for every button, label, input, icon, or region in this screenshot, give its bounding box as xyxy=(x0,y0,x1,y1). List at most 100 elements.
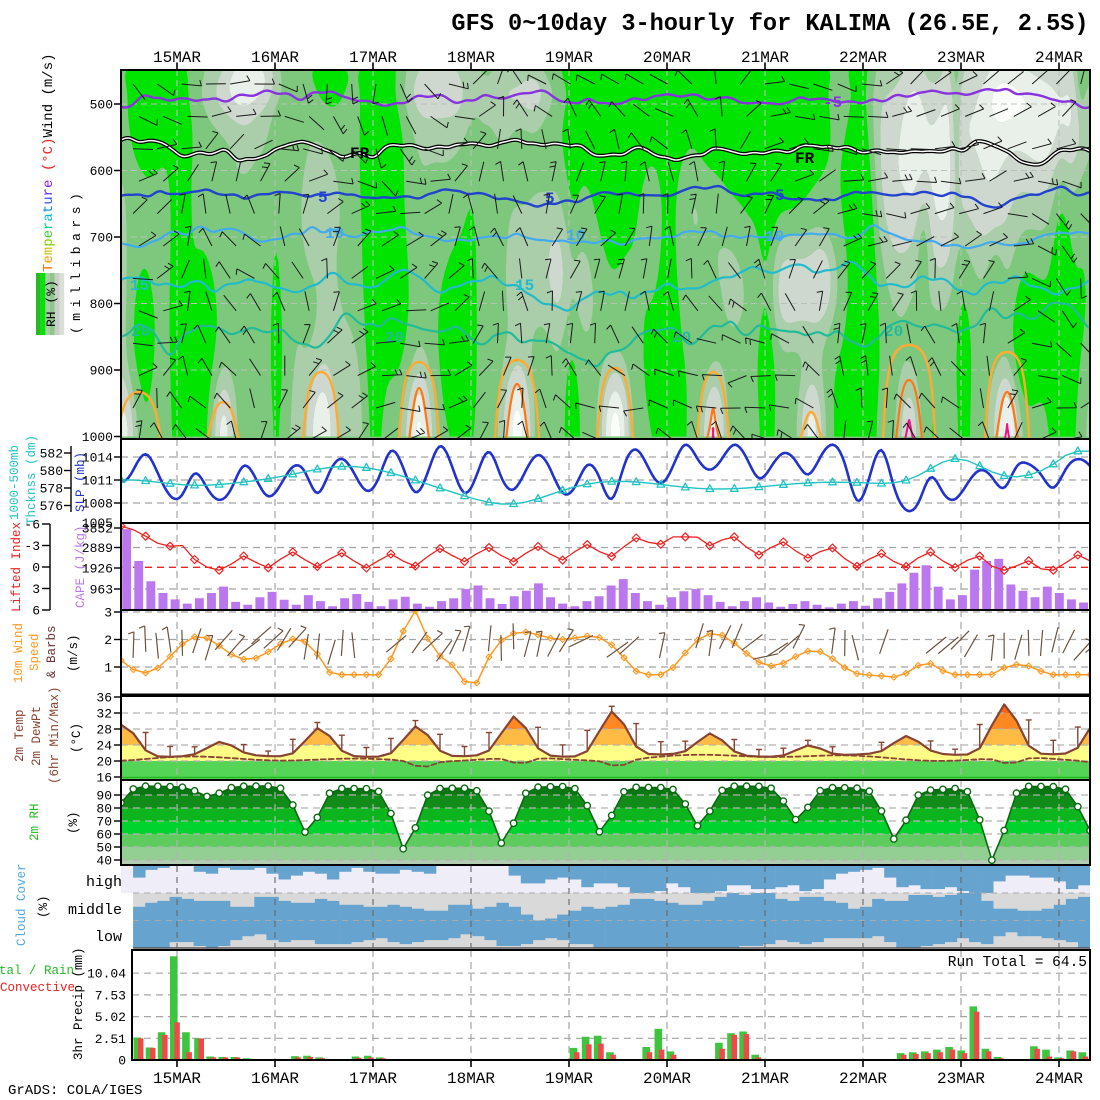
svg-text:Lifted Index: Lifted Index xyxy=(10,522,24,612)
svg-text:Temperature (°C)Wind (m/s): Temperature (°C)Wind (m/s) xyxy=(41,54,57,273)
svg-text:SLP (mb): SLP (mb) xyxy=(74,452,88,512)
svg-text:15MAR: 15MAR xyxy=(153,49,201,67)
svg-text:GrADS: COLA/IGES: GrADS: COLA/IGES xyxy=(8,1083,142,1099)
svg-text:3hr Precip (mm): 3hr Precip (mm) xyxy=(72,947,86,1060)
svg-text:20MAR: 20MAR xyxy=(643,49,691,67)
svg-text:Total / Rain: Total / Rain xyxy=(0,964,74,978)
svg-text:GFS 0~10day 3-hourly for KALIM: GFS 0~10day 3-hourly for KALIMA (26.5E, … xyxy=(451,11,1088,38)
svg-text:28: 28 xyxy=(96,723,112,738)
svg-text:2889: 2889 xyxy=(82,541,113,556)
svg-text:22MAR: 22MAR xyxy=(839,1070,887,1088)
svg-text:24: 24 xyxy=(96,739,112,754)
svg-text:(6hr Min/Max): (6hr Min/Max) xyxy=(48,686,62,784)
svg-text:middle: middle xyxy=(68,902,122,919)
svg-text:18MAR: 18MAR xyxy=(447,49,495,67)
svg-text:1008: 1008 xyxy=(82,497,113,512)
svg-text:-6: -6 xyxy=(24,518,40,533)
svg-text:0: 0 xyxy=(32,561,40,576)
svg-text:22MAR: 22MAR xyxy=(839,49,887,67)
svg-text:23MAR: 23MAR xyxy=(937,49,985,67)
svg-text:16MAR: 16MAR xyxy=(251,1070,299,1088)
svg-text:600: 600 xyxy=(90,164,113,179)
svg-text:5: 5 xyxy=(775,187,785,205)
svg-text:20: 20 xyxy=(884,323,903,341)
svg-text:7.53: 7.53 xyxy=(95,988,126,1003)
svg-text:1014: 1014 xyxy=(82,451,113,466)
svg-text:15: 15 xyxy=(130,277,149,295)
svg-text:0: 0 xyxy=(118,1054,126,1069)
svg-text:high: high xyxy=(86,874,122,891)
svg-text:CAPE (J/kg): CAPE (J/kg) xyxy=(74,525,88,608)
svg-text:16MAR: 16MAR xyxy=(251,49,299,67)
svg-text:2m RH: 2m RH xyxy=(28,803,42,841)
svg-text:15: 15 xyxy=(515,277,534,295)
svg-text:21MAR: 21MAR xyxy=(741,49,789,67)
svg-text:700: 700 xyxy=(90,231,113,246)
svg-text:3: 3 xyxy=(32,582,40,597)
svg-text:1000-500mb: 1000-500mb xyxy=(8,445,22,520)
svg-text:20MAR: 20MAR xyxy=(643,1070,691,1088)
svg-text:20: 20 xyxy=(672,329,691,347)
svg-text:17MAR: 17MAR xyxy=(349,49,397,67)
svg-text:FR: FR xyxy=(795,150,815,168)
svg-text:2m DewPt: 2m DewPt xyxy=(30,706,44,766)
svg-text:1926: 1926 xyxy=(82,562,113,577)
svg-text:3852: 3852 xyxy=(82,522,113,537)
svg-text:582: 582 xyxy=(40,447,63,462)
svg-text:580: 580 xyxy=(40,464,63,479)
svg-text:10m Wind: 10m Wind xyxy=(12,623,26,683)
svg-text:17MAR: 17MAR xyxy=(349,1070,397,1088)
svg-text:3: 3 xyxy=(104,606,112,621)
svg-text:80: 80 xyxy=(96,802,112,817)
svg-text:2: 2 xyxy=(104,633,112,648)
svg-text:500: 500 xyxy=(90,98,113,113)
svg-text:low: low xyxy=(95,929,122,946)
svg-text:(m/s): (m/s) xyxy=(67,634,81,672)
svg-text:1: 1 xyxy=(104,661,112,676)
svg-text:23MAR: 23MAR xyxy=(937,1070,985,1088)
svg-text:Convective: Convective xyxy=(0,981,75,995)
svg-text:578: 578 xyxy=(40,482,63,497)
svg-text:10: 10 xyxy=(765,228,784,246)
svg-text:Cloud Cover: Cloud Cover xyxy=(15,863,29,946)
svg-text:18MAR: 18MAR xyxy=(447,1070,495,1088)
svg-text:20: 20 xyxy=(385,329,404,347)
svg-text:20: 20 xyxy=(131,323,150,341)
svg-text:21MAR: 21MAR xyxy=(741,1070,789,1088)
svg-text:(millibars): (millibars) xyxy=(69,188,84,334)
svg-text:70: 70 xyxy=(96,815,112,830)
svg-text:1005: 1005 xyxy=(82,516,113,531)
svg-text:5: 5 xyxy=(545,190,555,208)
svg-text:40: 40 xyxy=(96,854,112,869)
svg-text:(°C): (°C) xyxy=(70,723,84,753)
svg-text:90: 90 xyxy=(96,789,112,804)
svg-text:36: 36 xyxy=(96,691,112,706)
svg-text:15MAR: 15MAR xyxy=(153,1070,201,1088)
svg-text:576: 576 xyxy=(40,499,63,514)
svg-text:16: 16 xyxy=(96,771,112,786)
svg-text:19MAR: 19MAR xyxy=(545,1070,593,1088)
svg-text:60: 60 xyxy=(96,828,112,843)
svg-text:Run Total = 64.5: Run Total = 64.5 xyxy=(948,955,1087,971)
svg-text:2.51: 2.51 xyxy=(95,1032,126,1047)
svg-text:24MAR: 24MAR xyxy=(1035,49,1083,67)
svg-text:19MAR: 19MAR xyxy=(545,49,593,67)
svg-text:6: 6 xyxy=(32,604,40,619)
svg-text:963: 963 xyxy=(90,583,113,598)
svg-text:FR: FR xyxy=(350,145,370,163)
svg-text:Thcknss (dm): Thcknss (dm) xyxy=(25,435,39,525)
svg-text:5.02: 5.02 xyxy=(95,1010,126,1025)
svg-text:1000: 1000 xyxy=(82,430,113,445)
svg-text:-5: -5 xyxy=(823,94,842,112)
svg-text:32: 32 xyxy=(96,707,112,722)
svg-text:24MAR: 24MAR xyxy=(1035,1070,1083,1088)
svg-text:900: 900 xyxy=(90,364,113,379)
svg-text:Speed: Speed xyxy=(28,633,42,671)
svg-text:(%): (%) xyxy=(37,895,51,918)
svg-text:(%): (%) xyxy=(67,811,81,834)
svg-text:2m Temp: 2m Temp xyxy=(13,709,27,762)
svg-text:RH (%): RH (%) xyxy=(44,280,59,327)
svg-text:10.04: 10.04 xyxy=(87,967,126,982)
svg-text:50: 50 xyxy=(96,841,112,856)
svg-text:5: 5 xyxy=(318,189,328,207)
